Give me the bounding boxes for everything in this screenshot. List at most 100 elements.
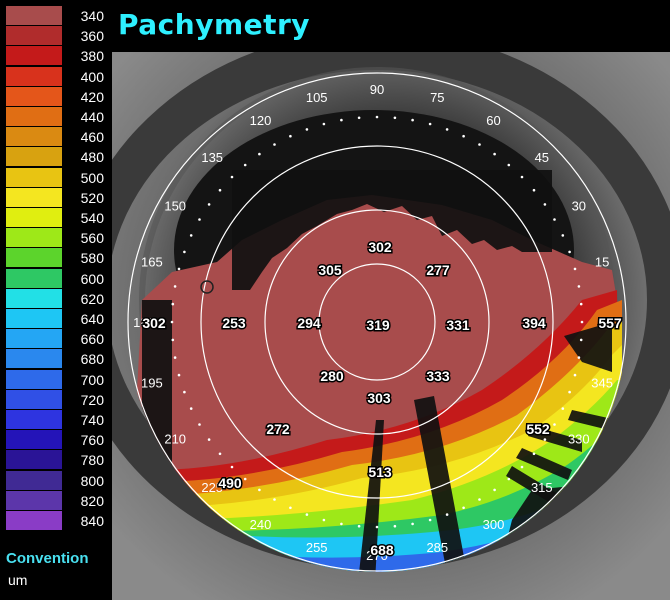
- angle-labels: 9075604530150345330315300285270255240225…: [133, 82, 613, 563]
- angle-label: 30: [572, 199, 586, 214]
- legend-value: 660: [80, 331, 104, 348]
- legend-swatch: [6, 450, 62, 471]
- legend-value: 480: [80, 149, 104, 166]
- thickness-reading: 302: [368, 239, 392, 255]
- angle-label: 165: [141, 255, 163, 270]
- degree-dot: [177, 267, 181, 271]
- thickness-reading: 302: [142, 315, 166, 331]
- degree-dot: [553, 218, 556, 221]
- legend-step: 460: [6, 127, 106, 148]
- degree-dot: [411, 118, 414, 122]
- angle-label: 345: [591, 375, 613, 390]
- legend-swatch: [6, 329, 62, 350]
- legend-value: 620: [80, 290, 104, 307]
- degree-dot: [493, 488, 496, 492]
- legend-step: 720: [6, 389, 106, 410]
- legend-step: 560: [6, 228, 106, 249]
- degree-dot: [428, 122, 432, 126]
- degree-dot: [462, 506, 465, 510]
- degree-dot: [520, 175, 524, 179]
- degree-dot: [183, 250, 186, 254]
- legend-swatch: [6, 167, 62, 188]
- degree-dot: [273, 498, 276, 501]
- legend-value: 780: [80, 452, 104, 469]
- thickness-reading: 294: [297, 315, 321, 331]
- degree-dot: [289, 134, 292, 138]
- legend-value: 800: [80, 472, 104, 489]
- legend-step: 840: [6, 511, 106, 531]
- legend-value: 640: [80, 311, 104, 327]
- legend-value: 360: [80, 28, 104, 45]
- angle-label: 15: [595, 255, 609, 270]
- degree-dot: [357, 524, 361, 528]
- legend-step: 500: [6, 167, 106, 188]
- legend-swatch: [6, 6, 62, 26]
- degree-dot: [568, 250, 571, 254]
- legend-step: 440: [6, 107, 106, 127]
- degree-dot: [543, 203, 547, 206]
- legend-value: 380: [80, 48, 104, 65]
- legend-swatch: [6, 410, 62, 430]
- degree-dot: [478, 143, 481, 146]
- thickness-reading: 272: [266, 421, 290, 437]
- angle-label: 315: [531, 480, 553, 495]
- legend-step: 660: [6, 329, 106, 350]
- degree-dot: [198, 218, 201, 221]
- degree-dot: [507, 477, 511, 481]
- legend-swatch: [6, 268, 62, 289]
- degree-dot: [493, 152, 496, 156]
- thinnest-point-marker: [200, 280, 214, 294]
- degree-dot: [189, 234, 193, 237]
- degree-dot: [507, 163, 511, 167]
- legend-value: 540: [80, 210, 104, 226]
- degree-dot: [243, 477, 247, 481]
- legend-step: 360: [6, 26, 106, 47]
- legend-value: 500: [80, 169, 104, 186]
- pachymetry-map: 9075604530150345330315300285270255240225…: [112, 52, 670, 600]
- legend-step: 600: [6, 268, 106, 289]
- legend-swatch: [6, 46, 62, 67]
- legend-value: 560: [80, 230, 104, 247]
- degree-dot: [289, 506, 292, 510]
- degree-dot: [573, 373, 577, 377]
- degree-dot: [189, 407, 193, 410]
- legend-step: 800: [6, 470, 106, 491]
- degree-dot: [375, 115, 379, 119]
- degree-dot: [520, 465, 524, 469]
- degree-dot: [183, 390, 186, 394]
- map-title: Pachymetry: [118, 8, 311, 41]
- degree-dot: [553, 423, 556, 426]
- legend-swatch: [6, 430, 62, 451]
- legend-swatch: [6, 228, 62, 249]
- degree-dot: [357, 116, 361, 120]
- degree-dot: [445, 513, 449, 516]
- angle-label: 105: [306, 90, 328, 105]
- thickness-reading: 688: [370, 542, 394, 558]
- angle-label: 195: [141, 375, 163, 390]
- legend-swatch: [6, 309, 62, 329]
- degree-dot: [561, 407, 565, 410]
- legend-swatch: [6, 127, 62, 148]
- degree-dot: [243, 163, 247, 167]
- angle-label: 285: [426, 540, 448, 555]
- degree-dot: [230, 175, 234, 179]
- legend-step: 420: [6, 86, 106, 107]
- legend-swatch: [6, 208, 62, 228]
- legend-step: 680: [6, 349, 106, 370]
- thickness-reading: 557: [598, 315, 622, 331]
- legend-value: 840: [80, 513, 104, 529]
- legend-value: 720: [80, 391, 104, 408]
- thickness-color-map: [132, 170, 627, 572]
- legend-swatch: [6, 107, 62, 127]
- degree-dot: [573, 267, 577, 271]
- legend-swatch: [6, 490, 62, 511]
- angle-label: 75: [430, 90, 444, 105]
- angle-label: 60: [486, 113, 500, 128]
- legend-swatch: [6, 26, 62, 47]
- degree-dot: [579, 302, 583, 306]
- legend-step: 380: [6, 46, 106, 67]
- angle-label: 255: [306, 540, 328, 555]
- angle-label: 120: [250, 113, 272, 128]
- angle-label: 210: [164, 432, 186, 447]
- degree-dot: [340, 522, 343, 526]
